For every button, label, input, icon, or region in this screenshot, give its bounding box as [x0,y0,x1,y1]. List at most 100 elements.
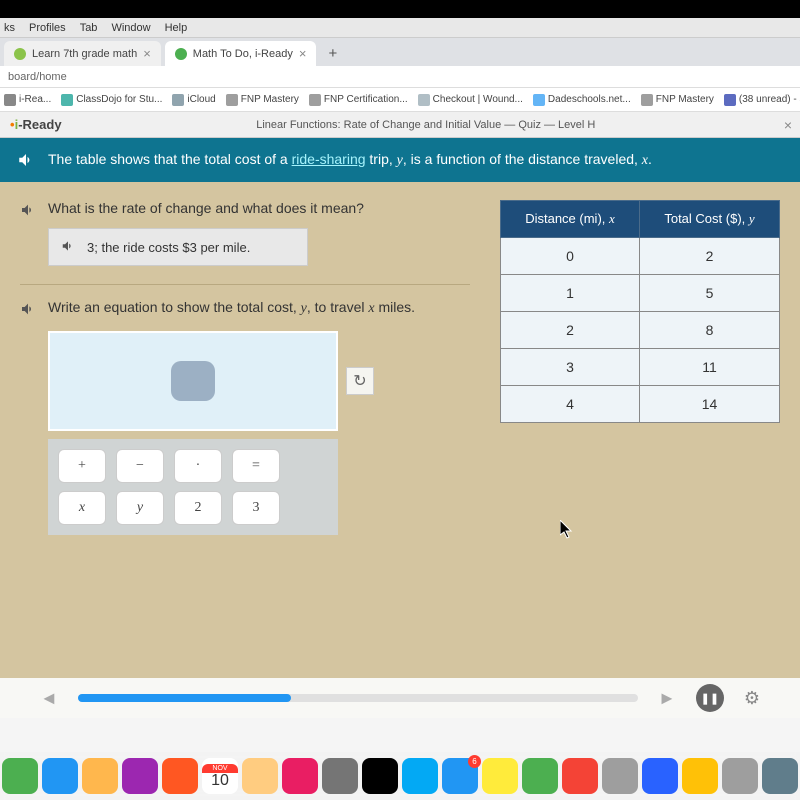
bookmark-icon [309,94,321,106]
table-header-x: Distance (mi), x [501,201,640,238]
browser-tab[interactable]: Learn 7th grade math× [4,41,161,66]
keypad-key[interactable]: + [58,449,106,483]
data-table: Distance (mi), x Total Cost ($), y 02152… [500,200,780,423]
bookmark-item[interactable]: Dadeschools.net... [533,94,631,106]
dock-app-icon[interactable] [522,758,558,794]
speaker-icon[interactable] [20,301,38,319]
keypad-key[interactable]: y [116,491,164,525]
bookmark-item[interactable]: ClassDojo for Stu... [61,94,162,106]
bookmark-icon [226,94,238,106]
new-tab-button[interactable]: + [320,41,345,66]
equation-input[interactable]: ↻ [48,331,338,431]
lesson-content: The table shows that the total cost of a… [0,138,800,718]
bookmark-item[interactable]: iCloud [172,94,215,106]
url-text: board/home [8,71,67,83]
dock-app-icon[interactable] [642,758,678,794]
favicon [14,48,26,60]
keypad-row-2: xy23 [58,491,328,525]
dock-app-icon[interactable] [122,758,158,794]
ride-sharing-link[interactable]: ride-sharing [292,151,366,167]
progress-fill [78,694,291,702]
dock-app-icon[interactable] [762,758,798,794]
dock-app-icon[interactable] [602,758,638,794]
progress-track[interactable] [78,694,638,702]
keypad-key[interactable]: 2 [174,491,222,525]
divider [20,284,470,285]
bookmark-icon [724,94,736,106]
bookmark-icon [172,94,184,106]
dock-app-icon[interactable] [362,758,398,794]
menu-item[interactable]: Tab [80,22,98,34]
dock-app-icon[interactable] [162,758,198,794]
browser-tabbar: Learn 7th grade math×Math To Do, i-Ready… [0,38,800,66]
q2-text: Write an equation to show the total cost… [48,299,415,317]
menu-item[interactable]: Window [111,22,150,34]
bookmark-item[interactable]: (38 unread) - arah... [724,94,800,106]
keypad-key[interactable]: x [58,491,106,525]
iready-logo: •i-Ready [10,117,62,132]
question-1: What is the rate of change and what does… [20,200,470,220]
keypad-row-1: +−· = [58,449,328,483]
menu-item[interactable]: Help [165,22,188,34]
macos-dock: NOV10 6 [0,752,800,800]
dock-app-icon[interactable] [402,758,438,794]
table-row: 28 [501,312,780,349]
close-icon[interactable]: × [143,46,151,61]
dock-app-icon[interactable] [2,758,38,794]
iready-header: •i-Ready Linear Functions: Rate of Chang… [0,112,800,138]
dock-app-icon[interactable] [242,758,278,794]
dock-app-icon[interactable] [562,758,598,794]
table-row: 414 [501,386,780,423]
bookmark-icon [61,94,73,106]
keypad-key[interactable]: = [232,449,280,483]
keypad-key[interactable]: − [116,449,164,483]
pause-button[interactable]: ❚❚ [696,684,724,712]
url-bar[interactable]: board/home [0,66,800,88]
table-body: 021528311414 [501,238,780,423]
close-icon[interactable]: × [784,117,792,133]
refresh-button[interactable]: ↻ [346,367,374,395]
prev-button[interactable]: ◄ [40,688,58,709]
bookmarks-bar: i-Rea... ClassDojo for Stu... iCloud FNP Ma… [0,88,800,112]
answer-text: 3; the ride costs $3 per mile. [87,240,250,255]
bookmark-item[interactable]: Checkout | Wound... [418,94,523,106]
keypad: +−· = xy23 [48,439,338,535]
table-row: 311 [501,349,780,386]
dock-app-icon[interactable]: 6 [442,758,478,794]
speaker-icon[interactable] [16,150,36,170]
q1-text: What is the rate of change and what does… [48,200,364,216]
question-2: Write an equation to show the total cost… [20,299,470,319]
progress-bar: ◄ ► ❚❚ ⚙ [0,678,800,718]
keypad-key[interactable]: 3 [232,491,280,525]
bookmark-icon [641,94,653,106]
dock-app-icon[interactable] [282,758,318,794]
bookmark-icon [418,94,430,106]
browser-tab[interactable]: Math To Do, i-Ready × [165,41,317,66]
dock-app-icon[interactable] [42,758,78,794]
gear-icon[interactable]: ⚙ [744,688,760,709]
bookmark-item[interactable]: FNP Certification... [309,94,408,106]
speaker-icon[interactable] [20,202,38,220]
bookmark-item[interactable]: FNP Mastery [226,94,299,106]
menu-item[interactable]: Profiles [29,22,66,34]
table-row: 02 [501,238,780,275]
bookmark-item[interactable]: i-Rea... [4,94,51,106]
speaker-icon[interactable] [61,239,79,257]
dock-app-icon[interactable] [82,758,118,794]
lesson-title: Linear Functions: Rate of Change and Ini… [62,119,790,131]
macos-menubar: ks Profiles Tab Window Help [0,18,800,38]
dock-app-icon[interactable] [682,758,718,794]
keypad-key[interactable]: · [174,449,222,483]
tab-title: Math To Do, i-Ready [193,48,293,60]
bookmark-item[interactable]: FNP Mastery [641,94,714,106]
dock-app-icon[interactable]: NOV10 [202,758,238,794]
table-header-y: Total Cost ($), y [640,201,780,238]
close-icon[interactable]: × [299,46,307,61]
dock-app-icon[interactable] [722,758,758,794]
equation-placeholder[interactable] [171,361,215,401]
next-button[interactable]: ► [658,688,676,709]
dock-app-icon[interactable] [482,758,518,794]
dock-app-icon[interactable] [322,758,358,794]
question-banner: The table shows that the total cost of a… [0,138,800,182]
menu-item[interactable]: ks [4,22,15,34]
